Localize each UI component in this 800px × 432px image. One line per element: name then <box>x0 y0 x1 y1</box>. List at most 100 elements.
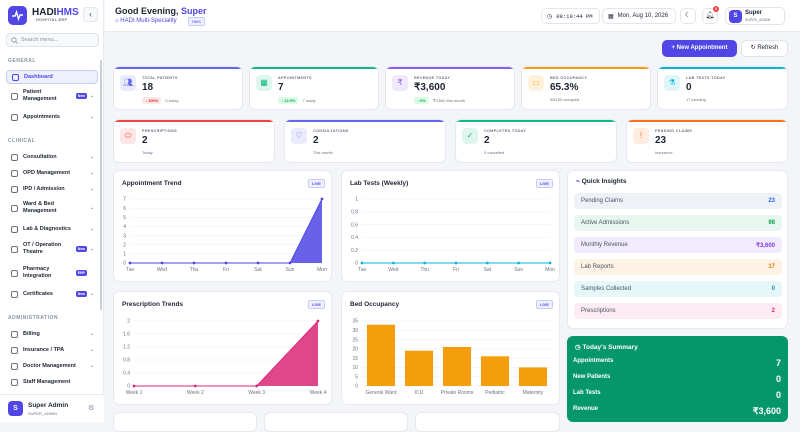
sidebar-item-ward-bed[interactable]: Ward & Bed Management ⌄ <box>6 199 98 217</box>
avatar: S <box>729 10 742 23</box>
kpi-value: 2 <box>484 135 490 146</box>
kpi-card[interactable]: ⬭ PRESCRIPTIONS 2 Today <box>113 119 275 163</box>
kpi-card[interactable]: ⚗ LAB TESTS TODAY 0 17 pending <box>657 66 788 110</box>
insight-value: 23 <box>768 198 775 204</box>
appointment-trend-chart: 0 1 2 3 4 5 6 7 Tue Wed Thu Fri Sat Sun Mon <box>123 197 327 273</box>
stethoscope-icon <box>11 153 18 161</box>
erp-badge: ERP <box>75 270 87 276</box>
kpi-value: 2 <box>142 135 148 146</box>
sidebar-item-lab[interactable]: Lab & Diagnostics ⌄ <box>6 222 98 236</box>
gear-icon[interactable]: ⚙ <box>88 405 95 412</box>
chart-title: Bed Occupancy <box>350 301 400 308</box>
header-user-menu[interactable]: S Super SUPER_ADMIN <box>725 7 785 25</box>
kpi-label: PENDING CLAIMS <box>655 129 693 133</box>
bar <box>442 347 472 386</box>
kpi-value: ₹3,600 <box>414 82 446 93</box>
section-clinical: CLINICAL <box>8 138 36 144</box>
kpi-value: 65.3% <box>550 82 579 93</box>
chevron-down-icon: ⌄ <box>89 170 94 176</box>
sidebar-item-ot[interactable]: OT / Operation Theatre New ⌄ <box>6 240 98 258</box>
refresh-button[interactable]: ↻ Refresh <box>741 40 788 57</box>
avatar: S <box>8 401 23 416</box>
todays-summary-panel: ◷ Today's Summary Appointments 7 New Patie… <box>567 336 788 422</box>
sidebar-item-staff[interactable]: Staff Management <box>6 375 98 389</box>
insight-row: Monthly Revenue ₹3,600 <box>574 237 782 253</box>
summary-value: ₹3,600 <box>752 406 781 416</box>
y-tick-label: 4 <box>123 224 126 230</box>
pill-icon: ⬭ <box>120 128 136 144</box>
summary-row: Lab Tests 0 <box>573 390 781 400</box>
kpi-sub: Today <box>142 150 153 155</box>
sidebar-scrollbar[interactable] <box>100 60 102 310</box>
prescription-trends-chart: 0 0.4 0.8 1.2 1.6 2 Week 1 Week 2 Week 3 Week 4 <box>123 319 327 396</box>
clock-icon: ◷ <box>547 13 553 20</box>
alert-icon: ! <box>633 128 649 144</box>
kpi-value: 0 <box>686 82 692 93</box>
chevron-down-icon: ⌄ <box>89 363 94 369</box>
kpi-card[interactable]: ✓ COMPLETED TODAY 2 0 cancelled <box>455 119 617 163</box>
sidebar-item-dashboard[interactable]: Dashboard <box>6 70 98 84</box>
search-input[interactable]: Search menu... <box>6 33 99 47</box>
kpi-card[interactable]: ▦ APPOINTMENTS 7 ↑ 12.5% 7 today <box>249 66 379 110</box>
x-tick-label: Week 3 <box>248 390 265 396</box>
data-point <box>256 261 260 265</box>
flask-icon <box>11 225 18 233</box>
notifications-button[interactable]: 🔔︎ 5 <box>702 6 719 24</box>
sidebar-item-ipd[interactable]: IPD / Admission ⌄ <box>6 182 98 196</box>
theme-toggle-button[interactable]: ☾ <box>680 8 696 24</box>
clipboard-icon <box>11 169 18 177</box>
y-tick-label: 0.4 <box>123 371 130 377</box>
kpi-label: APPOINTMENTS <box>278 76 312 80</box>
refresh-icon: ↻ <box>750 45 758 51</box>
y-tick-label: 0.8 <box>351 210 358 216</box>
clock-icon: ◷ <box>575 344 583 351</box>
kpi-accent-bar <box>285 120 445 122</box>
insight-value: 0 <box>771 286 775 292</box>
y-tick-label: 10 <box>352 365 358 371</box>
partial-card <box>113 412 257 432</box>
kpi-sub: This month <box>313 150 333 155</box>
summary-value: 0 <box>775 390 781 400</box>
y-tick-label: 2 <box>127 319 130 325</box>
y-tick-label: 3 <box>123 233 126 239</box>
sidebar-item-opd[interactable]: OPD Management ⌄ <box>6 166 98 180</box>
summary-label: Appointments <box>573 358 614 364</box>
bed-icon <box>11 204 18 212</box>
sidebar-item-certificates[interactable]: Certificates New ⌄ <box>6 287 98 301</box>
sidebar-item-patient-management[interactable]: Patient Management New ⌄ <box>6 87 98 105</box>
y-tick-label: 30 <box>352 328 358 334</box>
x-tick-label: Maternity <box>523 390 544 396</box>
data-point <box>423 261 427 265</box>
header-user-role: SUPER_ADMIN <box>745 18 771 22</box>
sidebar-item-pharmacy[interactable]: Pharmacy Integration ERP <box>6 264 98 282</box>
kpi-card[interactable]: ! PENDING CLAIMS 23 Insurance <box>626 119 788 163</box>
kpi-card[interactable]: ♡ CONSULTATIONS 2 This month <box>284 119 446 163</box>
hospital-name: ⌂ HADI Multi-Speciality <box>115 18 177 24</box>
x-tick-label: Sat <box>484 267 492 273</box>
receipt-icon <box>11 330 18 338</box>
sidebar-item-billing[interactable]: Billing ⌄ <box>6 327 98 341</box>
kpi-sub: 0 cancelled <box>484 150 505 155</box>
new-badge: New <box>75 93 87 99</box>
kpi-label: LAB TESTS TODAY <box>686 76 726 80</box>
summary-label: Lab Tests <box>573 390 601 396</box>
data-point <box>320 197 324 201</box>
kpi-value: 18 <box>142 82 154 93</box>
date-display: ▦ Mon, Aug 10, 2026 <box>602 8 676 24</box>
bar <box>480 356 510 386</box>
collapse-sidebar-button[interactable]: ‹ <box>83 7 98 22</box>
sidebar-item-insurance[interactable]: Insurance / TPA ⌄ <box>6 343 98 357</box>
dashboard-icon <box>12 73 19 81</box>
sidebar-item-appointments[interactable]: Appointments ⌄ <box>6 110 98 124</box>
kpi-card[interactable]: ▭ BED OCCUPANCY 65.3% 98/150 occupied <box>521 66 651 110</box>
sidebar-item-doctor[interactable]: Doctor Management ⌄ <box>6 359 98 373</box>
x-tick-label: Week 2 <box>187 390 204 396</box>
series-line <box>134 320 319 387</box>
kpi-card[interactable]: ₹ REVENUE TODAY ₹3,600 ↑ 0% ₹3,600 this m… <box>385 66 515 110</box>
sidebar-item-consultation[interactable]: Consultation ⌄ <box>6 150 98 164</box>
chevron-down-icon: ⌄ <box>89 205 94 211</box>
new-appointment-button[interactable]: + New Appointment <box>662 40 737 57</box>
sidebar-user[interactable]: S Super Admin SUPER_ADMIN ⚙ <box>0 394 104 422</box>
kpi-card[interactable]: 👥︎ TOTAL PATIENTS 18 ↓ 100% 0 today <box>113 66 243 110</box>
new-badge: New <box>75 291 87 297</box>
